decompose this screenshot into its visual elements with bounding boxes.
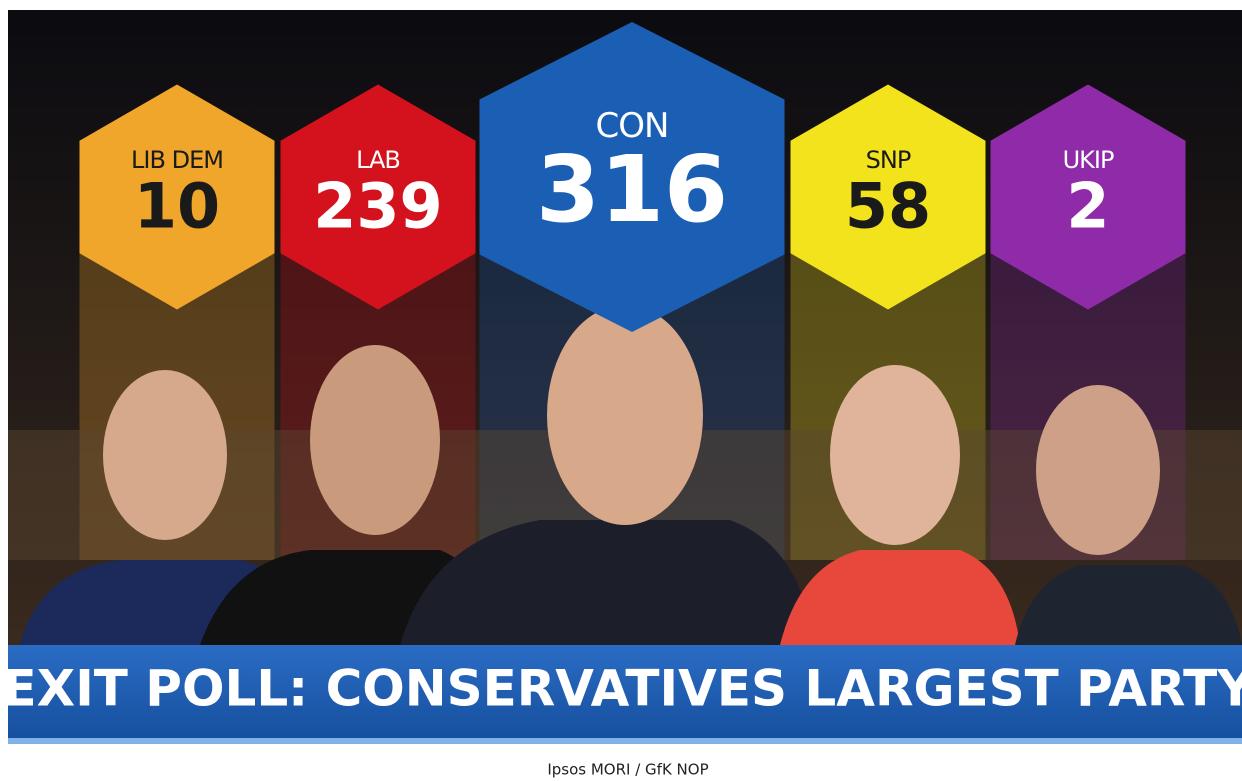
leader-head <box>1036 385 1160 555</box>
party-seats: 316 <box>536 136 728 243</box>
party-seats: 10 <box>134 170 220 243</box>
leader-body <box>400 520 815 645</box>
leader-head <box>310 345 440 535</box>
party-seats: 239 <box>313 170 442 243</box>
party-seats: 58 <box>845 170 931 243</box>
party-hexagon <box>79 84 275 310</box>
leaders <box>20 305 1242 645</box>
leader-head <box>547 305 703 525</box>
party-hexagon <box>990 84 1186 310</box>
party-name: UKIP <box>1063 146 1114 174</box>
party-name: CON <box>596 106 669 146</box>
source: Ipsos MORI / GfK NOP <box>547 761 708 779</box>
party-name: LAB <box>356 146 400 174</box>
leader-body <box>780 550 1020 645</box>
leader-head <box>103 370 227 540</box>
banner-edge <box>8 738 1242 744</box>
headline: EXIT POLL: CONSERVATIVES LARGEST PARTY <box>2 660 1242 718</box>
party-seats: 2 <box>1066 170 1109 243</box>
leader-body <box>1015 565 1242 645</box>
party-hexagon <box>479 22 785 332</box>
party-name: LIB DEM <box>131 146 223 174</box>
headline-banner <box>8 645 1242 740</box>
party-hexagon <box>790 84 986 310</box>
party-name: SNP <box>866 146 911 174</box>
leader-head <box>830 365 960 545</box>
party-hexagon <box>280 84 476 310</box>
